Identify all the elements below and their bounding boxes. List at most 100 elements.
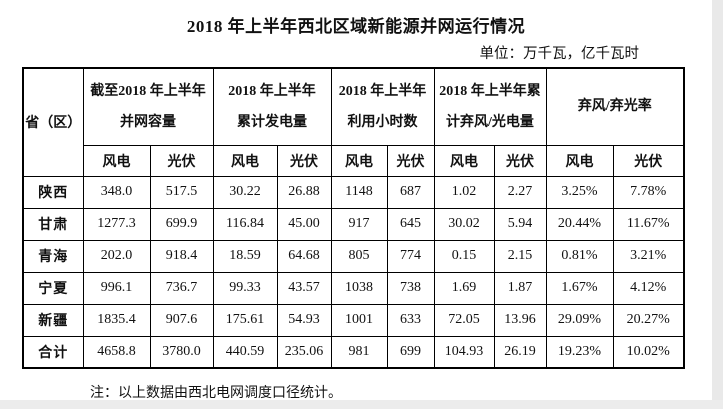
data-cell: 10.02% bbox=[612, 335, 685, 369]
data-cell: 3780.0 bbox=[149, 335, 214, 369]
data-cell: 45.00 bbox=[276, 207, 332, 241]
subheader-cell: 光伏 bbox=[612, 144, 685, 177]
data-cell: 175.61 bbox=[212, 303, 278, 337]
data-cell: 7.78% bbox=[612, 175, 685, 209]
province-cell: 宁夏 bbox=[22, 271, 84, 305]
data-cell: 517.5 bbox=[149, 175, 214, 209]
data-cell: 19.23% bbox=[545, 335, 614, 369]
data-cell: 5.94 bbox=[493, 207, 547, 241]
data-cell: 202.0 bbox=[82, 239, 151, 273]
data-cell: 54.93 bbox=[276, 303, 332, 337]
province-cell: 甘肃 bbox=[22, 207, 84, 241]
data-cell: 774 bbox=[386, 239, 435, 273]
subheader-cell: 风电 bbox=[212, 144, 278, 177]
data-cell: 1.69 bbox=[433, 271, 495, 305]
group-header-line: 并网容量 bbox=[120, 114, 176, 130]
subheader-cell: 风电 bbox=[330, 144, 388, 177]
data-cell: 1.02 bbox=[433, 175, 495, 209]
data-cell: 64.68 bbox=[276, 239, 332, 273]
data-cell: 348.0 bbox=[82, 175, 151, 209]
subheader-cell: 光伏 bbox=[493, 144, 547, 177]
subheader-cell: 风电 bbox=[545, 144, 614, 177]
data-cell: 104.93 bbox=[433, 335, 495, 369]
data-cell: 1001 bbox=[330, 303, 388, 337]
data-cell: 1277.3 bbox=[82, 207, 151, 241]
data-cell: 645 bbox=[386, 207, 435, 241]
province-cell: 新疆 bbox=[22, 303, 84, 337]
data-cell: 1038 bbox=[330, 271, 388, 305]
new-energy-grid-table: 省（区） 截至2018 年上半年 并网容量 2018 年上半年 累计发电量 20… bbox=[22, 67, 686, 369]
data-cell: 633 bbox=[386, 303, 435, 337]
data-cell: 736.7 bbox=[149, 271, 214, 305]
data-cell: 687 bbox=[386, 175, 435, 209]
table-row-ningxia: 宁夏 996.1 736.7 99.33 43.57 1038 738 1.69… bbox=[22, 271, 685, 305]
data-cell: 2.15 bbox=[493, 239, 547, 273]
group-header-curtailment-rate: 弃风/弃光率 bbox=[545, 67, 685, 146]
data-cell: 30.02 bbox=[433, 207, 495, 241]
data-cell: 99.33 bbox=[212, 271, 278, 305]
data-cell: 0.81% bbox=[545, 239, 614, 273]
data-cell: 0.15 bbox=[433, 239, 495, 273]
group-header-line: 弃风/弃光率 bbox=[577, 99, 652, 115]
group-header-line: 利用小时数 bbox=[347, 114, 418, 130]
group-header-line: 2018 年上半年 bbox=[338, 83, 427, 99]
group-header-curtailed-energy: 2018 年上半年累 计弃风/光电量 bbox=[433, 67, 547, 146]
data-cell: 20.44% bbox=[545, 207, 614, 241]
group-header-line: 2018 年上半年 bbox=[228, 83, 316, 99]
group-header-line: 2018 年上半年累 bbox=[439, 83, 541, 99]
group-header-line: 截至2018 年上半年 bbox=[90, 83, 206, 99]
data-cell: 29.09% bbox=[545, 303, 614, 337]
group-header-generation: 2018 年上半年 累计发电量 bbox=[212, 67, 332, 146]
subheader-cell: 光伏 bbox=[386, 144, 435, 177]
data-cell: 3.25% bbox=[545, 175, 614, 209]
data-cell: 72.05 bbox=[433, 303, 495, 337]
window-edge-right bbox=[712, 0, 723, 409]
data-cell: 699.9 bbox=[149, 207, 214, 241]
data-cell: 3.21% bbox=[612, 239, 685, 273]
table-row-gansu: 甘肃 1277.3 699.9 116.84 45.00 917 645 30.… bbox=[22, 207, 685, 241]
corner-header-cell: 省（区） bbox=[22, 67, 84, 177]
province-cell: 合计 bbox=[22, 335, 84, 369]
table-subheader-row: 风电 光伏 风电 光伏 风电 光伏 风电 光伏 风电 光伏 bbox=[23, 144, 685, 177]
group-header-capacity: 截至2018 年上半年 并网容量 bbox=[82, 67, 214, 146]
table-row-xinjiang: 新疆 1835.4 907.6 175.61 54.93 1001 633 72… bbox=[22, 303, 685, 337]
data-cell: 805 bbox=[330, 239, 388, 273]
data-cell: 440.59 bbox=[212, 335, 278, 369]
data-cell: 18.59 bbox=[212, 239, 278, 273]
data-cell: 13.96 bbox=[493, 303, 547, 337]
data-cell: 918.4 bbox=[149, 239, 214, 273]
window-edge-bottom bbox=[0, 400, 723, 409]
data-cell: 26.19 bbox=[493, 335, 547, 369]
footnote: 注：以上数据由西北电网调度口径统计。 bbox=[90, 386, 342, 401]
province-cell: 陕西 bbox=[22, 175, 84, 209]
data-cell: 699 bbox=[386, 335, 435, 369]
subheader-cell: 风电 bbox=[433, 144, 495, 177]
table-row-shaanxi: 陕西 348.0 517.5 30.22 26.88 1148 687 1.02… bbox=[22, 175, 685, 209]
subheader-cell: 光伏 bbox=[149, 144, 214, 177]
data-cell: 11.67% bbox=[612, 207, 685, 241]
data-cell: 981 bbox=[330, 335, 388, 369]
subheader-cell: 风电 bbox=[82, 144, 151, 177]
data-cell: 917 bbox=[330, 207, 388, 241]
data-cell: 738 bbox=[386, 271, 435, 305]
data-cell: 4.12% bbox=[612, 271, 685, 305]
data-cell: 907.6 bbox=[149, 303, 214, 337]
data-cell: 235.06 bbox=[276, 335, 332, 369]
subheader-cell: 光伏 bbox=[276, 144, 332, 177]
data-cell: 43.57 bbox=[276, 271, 332, 305]
data-cell: 1148 bbox=[330, 175, 388, 209]
data-cell: 116.84 bbox=[212, 207, 278, 241]
data-cell: 20.27% bbox=[612, 303, 685, 337]
data-cell: 30.22 bbox=[212, 175, 278, 209]
group-header-utilization-hours: 2018 年上半年 利用小时数 bbox=[330, 67, 435, 146]
data-cell: 1835.4 bbox=[82, 303, 151, 337]
page-title: 2018 年上半年西北区域新能源并网运行情况 bbox=[186, 17, 526, 36]
group-header-line: 计弃风/光电量 bbox=[446, 114, 534, 130]
data-cell: 1.87 bbox=[493, 271, 547, 305]
document-page: 2018 年上半年西北区域新能源并网运行情况 单位：万千瓦，亿千瓦时 省（区） … bbox=[22, 17, 686, 401]
table-header-group-row: 省（区） 截至2018 年上半年 并网容量 2018 年上半年 累计发电量 20… bbox=[22, 67, 685, 177]
table-row-total: 合计 4658.8 3780.0 440.59 235.06 981 699 1… bbox=[22, 335, 685, 369]
group-header-line: 累计发电量 bbox=[237, 114, 307, 130]
data-cell: 996.1 bbox=[82, 271, 151, 305]
data-cell: 2.27 bbox=[493, 175, 547, 209]
